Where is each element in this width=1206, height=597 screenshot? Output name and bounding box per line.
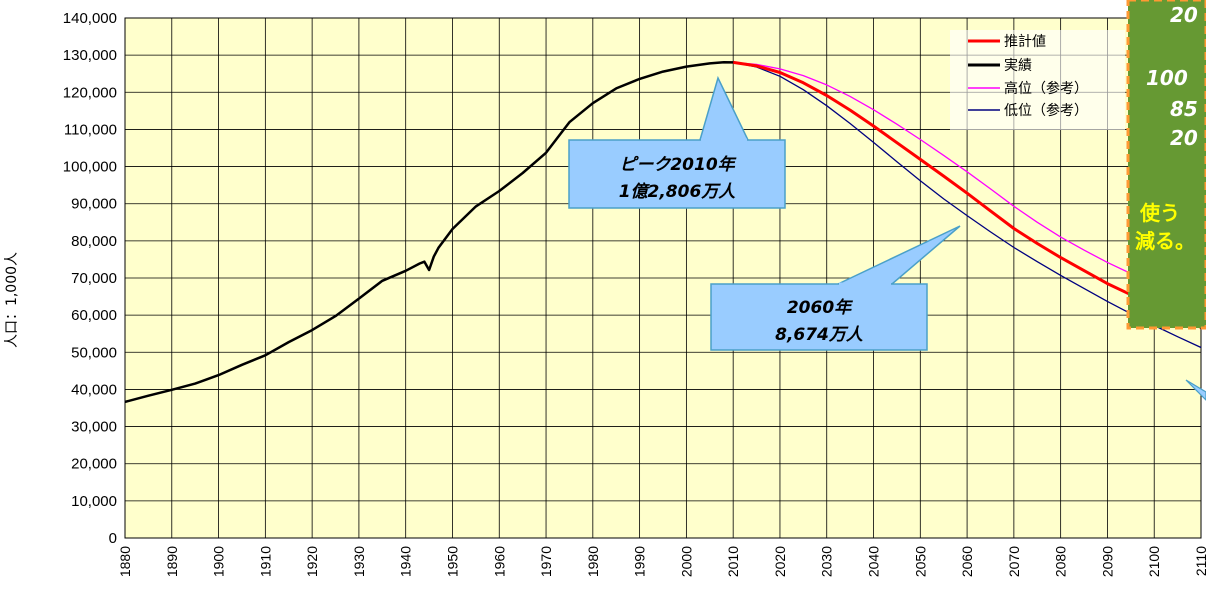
legend-label-low: 低位（参考） (1004, 102, 1088, 119)
y-tick-label: 40,000 (71, 381, 117, 398)
callout-peak: ピーク2010年 1億2,806万人 (568, 75, 786, 209)
side-note-line3: 85 (1170, 97, 1198, 121)
x-tick-label: 1950 (444, 546, 460, 577)
x-tick-label: 1940 (398, 546, 414, 577)
x-tick-label: 1980 (585, 546, 601, 577)
legend-background (950, 30, 1125, 130)
y-tick-label: 100,000 (63, 159, 117, 176)
legend: 推計値 実績 高位（参考） 低位（参考） (950, 30, 1125, 130)
side-note: 20 100 85 20 使う 減る。 (1126, 0, 1206, 401)
y-axis-label: 人口：1,000人 (4, 252, 20, 348)
callout-peak-line2: 1億2,806万人 (619, 182, 737, 202)
side-note-pointer (1185, 379, 1206, 401)
y-tick-label: 50,000 (71, 344, 117, 361)
y-tick-label: 130,000 (63, 47, 117, 64)
x-tick-label: 2080 (1053, 546, 1069, 577)
series-line-1 (124, 61, 734, 404)
x-tick-label: 1930 (351, 546, 367, 577)
callout-peak-line1: ピーク2010年 (619, 155, 736, 175)
x-tick-label: 1880 (117, 546, 133, 577)
callout-2060-line2: 8,674万人 (775, 325, 864, 345)
x-tick-label: 1920 (304, 546, 320, 577)
x-tick-label: 2040 (866, 546, 882, 577)
y-tick-label: 60,000 (71, 307, 117, 324)
x-tick-label: 2030 (819, 546, 835, 577)
side-note-line4: 20 (1170, 126, 1198, 150)
y-axis-ticks: 0 10,000 20,000 30,000 40,000 50,000 60,000 70,… (63, 10, 117, 547)
x-tick-label: 2090 (1099, 546, 1115, 577)
series-line-2 (733, 61, 1202, 303)
x-tick-label: 2070 (1006, 546, 1022, 577)
legend-label-high: 高位（参考） (1004, 80, 1088, 97)
x-tick-label: 2050 (912, 546, 928, 577)
x-tick-label: 2060 (959, 546, 975, 577)
y-tick-label: 10,000 (71, 493, 117, 510)
y-tick-label: 140,000 (63, 10, 117, 27)
y-tick-label: 30,000 (71, 419, 117, 436)
x-axis-ticks: 1880 1890 1900 1910 1920 1930 1940 1950 1960 1970… (117, 546, 1206, 577)
callout-peak-box (568, 139, 786, 209)
y-tick-label: 80,000 (71, 233, 117, 250)
side-note-line5: 使う (1139, 201, 1180, 225)
callout-2060-line1: 2060年 (787, 298, 853, 318)
side-note-line6: 減る。 (1135, 229, 1195, 253)
x-tick-label: 2000 (678, 546, 694, 577)
x-tick-label: 2010 (725, 546, 741, 577)
legend-label-estimate: 推計値 (1004, 34, 1046, 50)
series-lines (124, 60, 1202, 404)
x-tick-label: 2100 (1146, 546, 1162, 577)
x-tick-label: 1900 (211, 546, 227, 577)
y-tick-label: 0 (109, 530, 117, 547)
x-tick-label: 1890 (164, 546, 180, 577)
y-tick-label: 110,000 (64, 121, 117, 138)
side-note-line1: 20 (1170, 3, 1198, 27)
callout-2060: 2060年 8,674万人 (710, 225, 961, 351)
series-line-0 (732, 60, 1202, 329)
y-tick-label: 20,000 (71, 456, 117, 473)
y-tick-label: 90,000 (71, 196, 117, 213)
x-tick-label: 1910 (257, 546, 273, 577)
series-line-3 (733, 61, 1202, 349)
callout-2060-box (710, 283, 928, 351)
side-note-box (1126, 0, 1206, 330)
x-tick-label: 2020 (772, 546, 788, 577)
x-tick-label: 1970 (538, 546, 554, 577)
x-tick-label: 1990 (632, 546, 648, 577)
legend-label-actual: 実績 (1004, 58, 1032, 74)
y-tick-label: 70,000 (71, 270, 117, 287)
side-note-line2: 100 (1146, 66, 1188, 90)
x-tick-label: 1960 (491, 546, 507, 577)
x-tick-label: 2110 (1193, 546, 1206, 576)
y-tick-label: 120,000 (63, 84, 117, 101)
